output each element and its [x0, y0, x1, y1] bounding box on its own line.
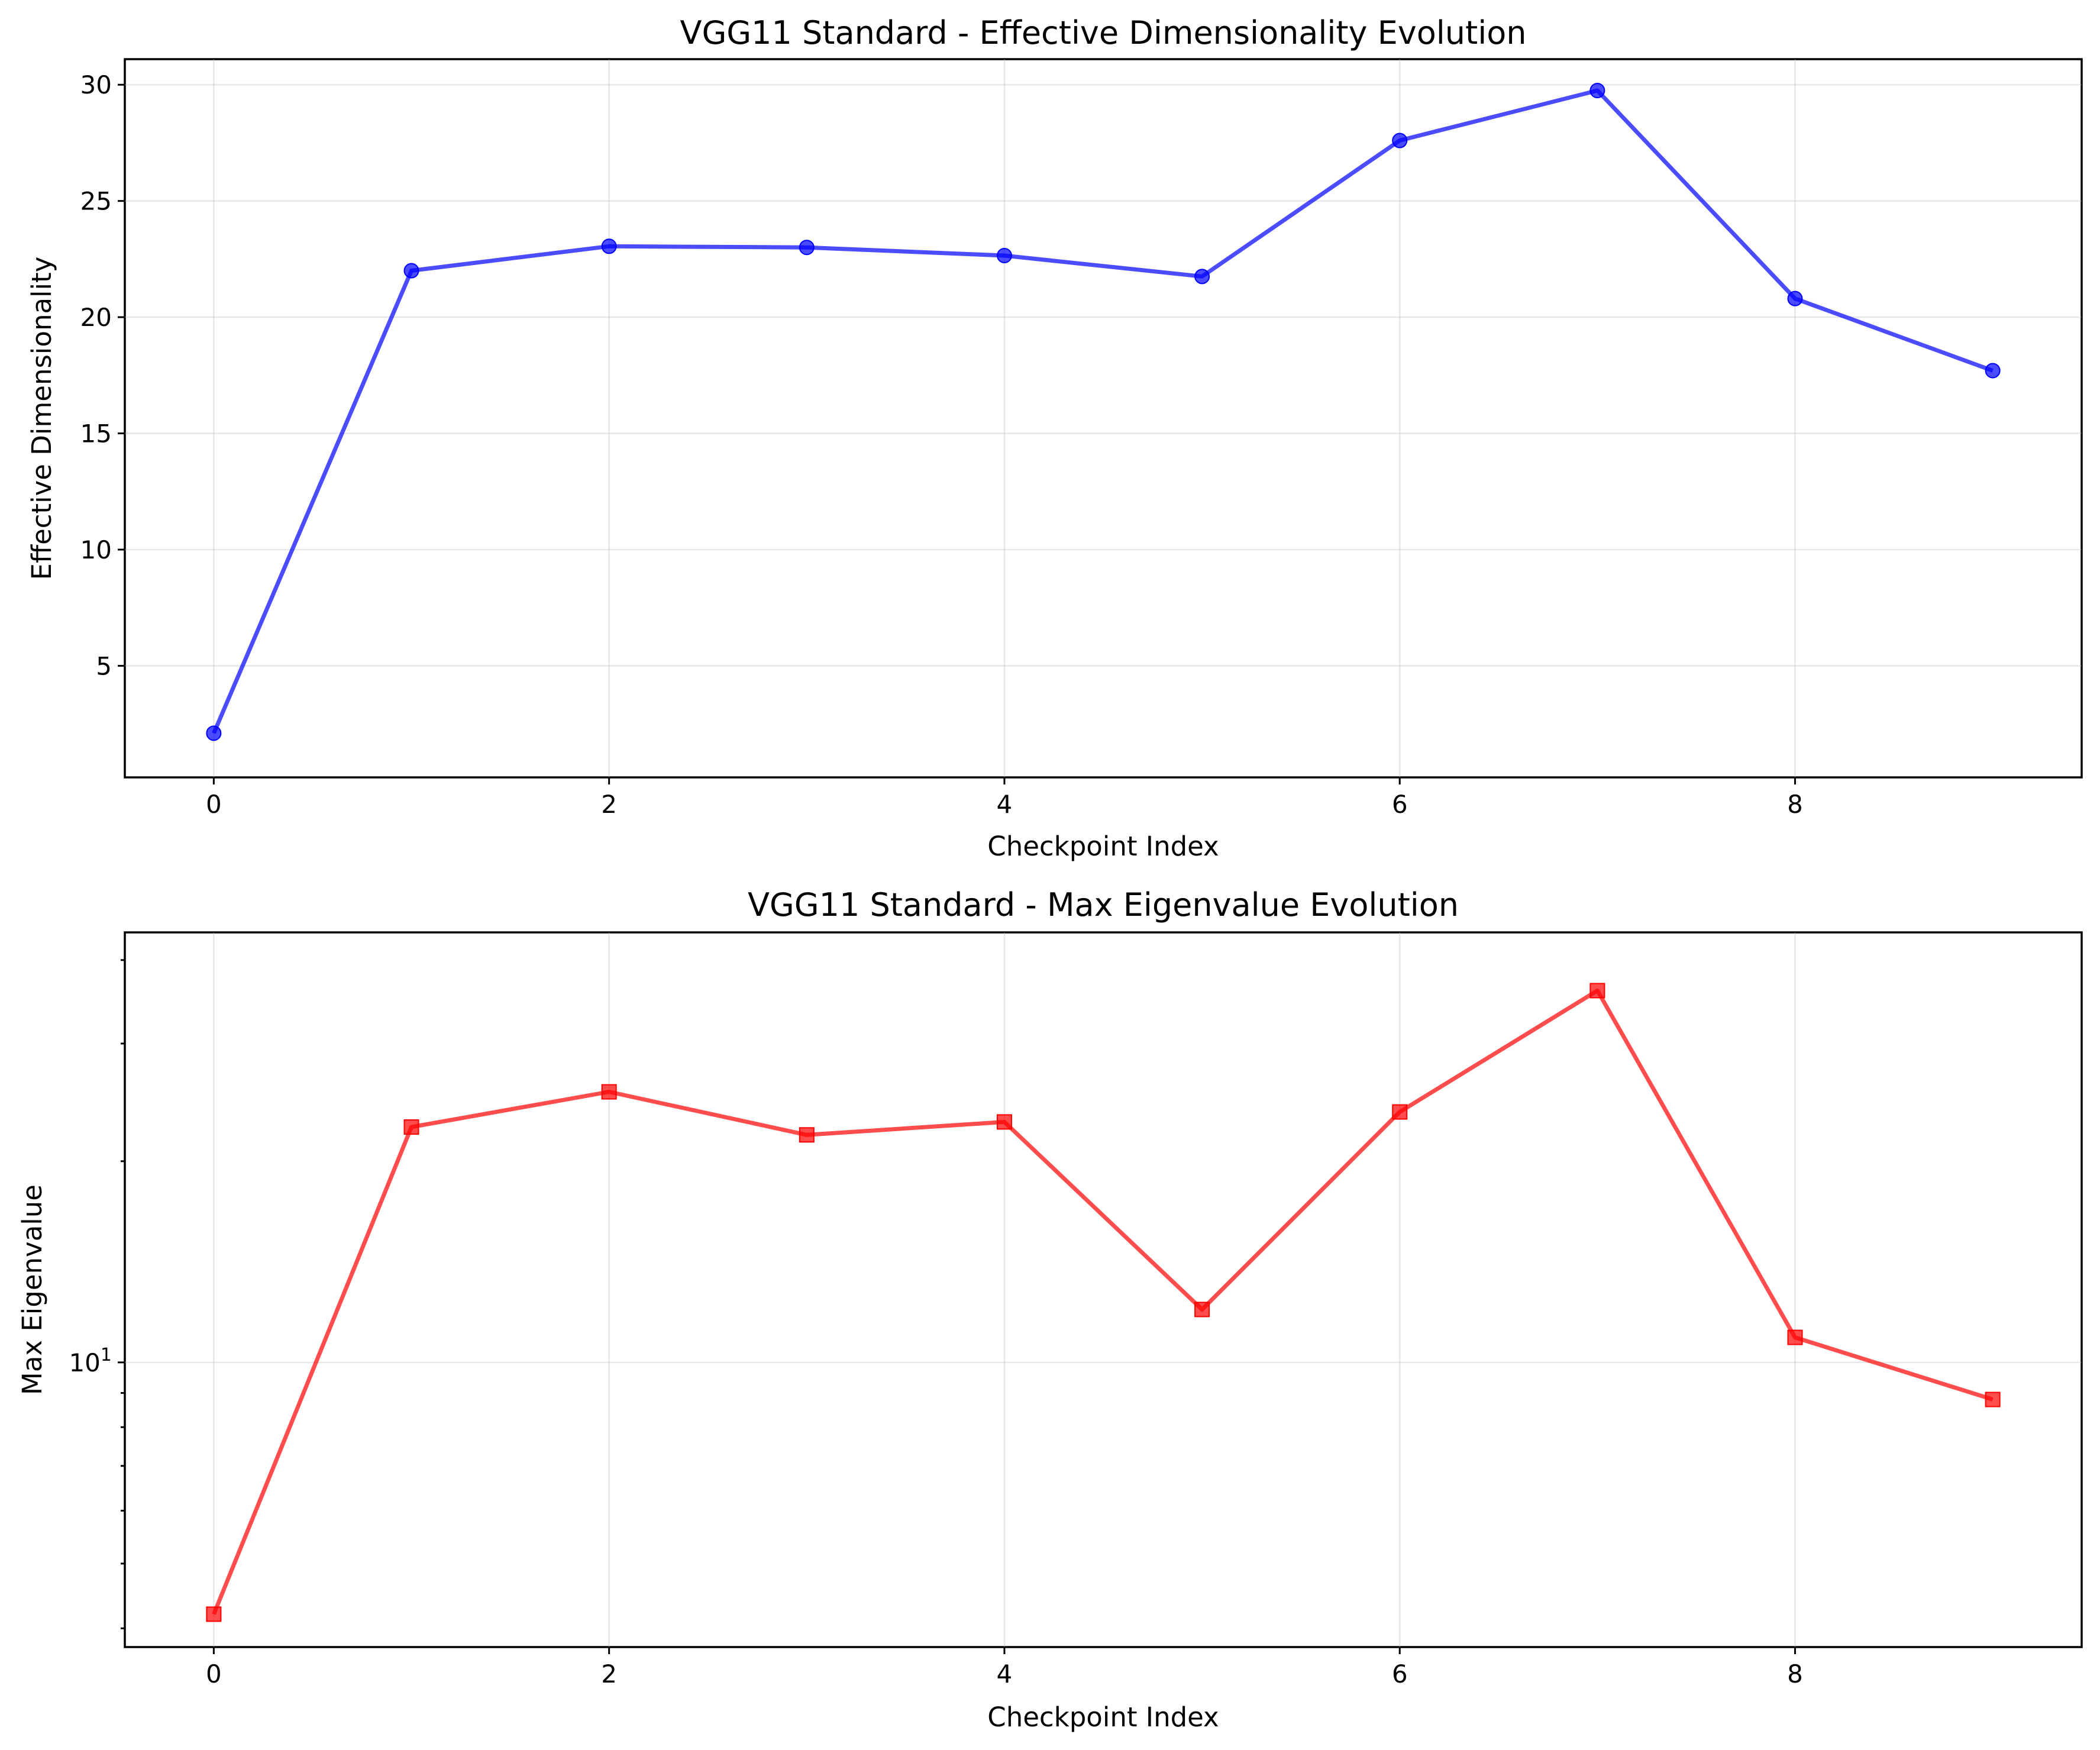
data-point: [403, 1119, 419, 1135]
x-tick-label: 6: [1392, 1659, 1408, 1688]
x-tick-label: 2: [601, 1659, 617, 1688]
effective-dimensionality-chart: 0 2 4 6 8 5 10 15 20 25 30 VGG11 Standard - Effec…: [26, 14, 2083, 862]
y-tick-label: 101: [69, 1345, 112, 1377]
data-point: [1194, 269, 1210, 285]
x-tick-label: 0: [206, 1659, 222, 1688]
y-tick-label: 5: [96, 651, 112, 680]
data-point: [996, 247, 1012, 263]
series-layer: [206, 83, 2001, 741]
chart-title: VGG11 Standard - Effective Dimensionalit…: [680, 14, 1527, 51]
data-point: [1787, 290, 1803, 306]
data-point: [1985, 363, 2001, 379]
y-tick-label: 30: [80, 70, 112, 99]
data-point: [1392, 133, 1408, 148]
y-grid: [125, 83, 2082, 667]
data-point: [1985, 1391, 2001, 1407]
x-ticks: 0 2 4 6 8: [206, 777, 1803, 819]
x-tick-label: 4: [997, 1659, 1013, 1688]
data-point: [206, 725, 222, 741]
data-point: [1589, 983, 1605, 999]
data-point: [206, 1606, 222, 1622]
y-tick-label: 20: [80, 303, 112, 332]
y-ticks: 5 10 15 20 25 30: [80, 70, 125, 680]
y-tick-label: 15: [80, 419, 112, 448]
data-point: [1589, 83, 1605, 99]
data-point: [799, 1127, 815, 1143]
data-point: [1787, 1329, 1803, 1345]
x-grid: [213, 59, 1796, 777]
plot-area-frame: [124, 931, 2083, 1648]
x-tick-label: 4: [997, 790, 1013, 819]
data-point: [1194, 1302, 1210, 1318]
data-point: [403, 263, 419, 279]
y-ticks: 101: [69, 959, 125, 1629]
plot-area-frame: [124, 58, 2083, 779]
y-tick-label: 10: [80, 535, 112, 564]
x-tick-label: 6: [1392, 790, 1408, 819]
series-layer: [206, 983, 2001, 1622]
chart-title: VGG11 Standard - Max Eigenvalue Evolutio…: [748, 886, 1459, 924]
x-tick-label: 8: [1787, 790, 1803, 819]
x-axis-label: Checkpoint Index: [987, 1701, 1219, 1733]
y-axis-label: Effective Dimensionality: [26, 257, 57, 580]
series-line: [212, 988, 1994, 1615]
x-tick-label: 8: [1787, 1659, 1803, 1688]
data-point: [996, 1114, 1012, 1130]
y-tick-label: 25: [80, 187, 112, 216]
data-point: [1392, 1104, 1408, 1120]
y-axis-label: Max Eigenvalue: [17, 1184, 48, 1395]
series-line: [212, 88, 1994, 734]
max-eigenvalue-chart: 0 2 4 6 8 101 VGG11 Standard - Max Eigenvalu…: [17, 886, 2083, 1733]
data-point: [799, 240, 815, 256]
x-grid: [213, 932, 1796, 1647]
x-tick-label: 2: [601, 790, 617, 819]
x-tick-label: 0: [206, 790, 222, 819]
data-point: [601, 238, 617, 254]
x-axis-label: Checkpoint Index: [987, 831, 1219, 862]
data-point: [601, 1084, 617, 1100]
x-ticks: 0 2 4 6 8: [206, 1647, 1803, 1688]
